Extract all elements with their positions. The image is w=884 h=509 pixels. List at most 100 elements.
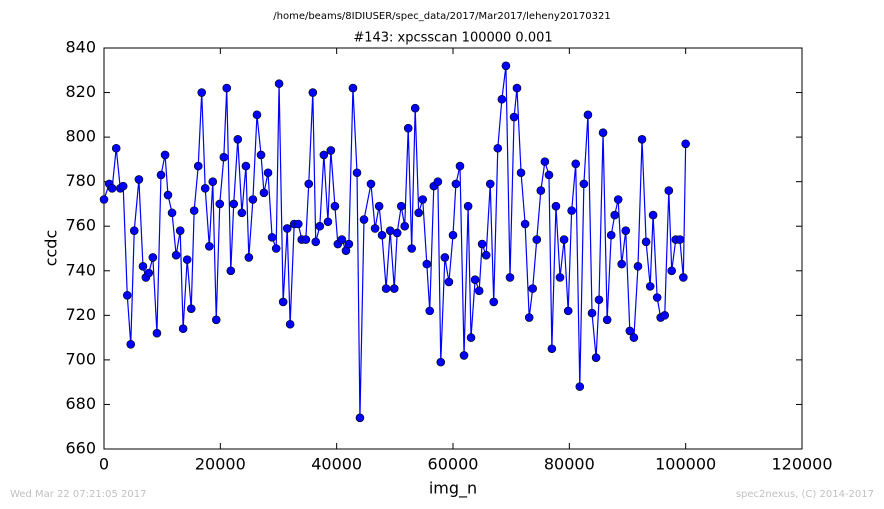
data-point — [271, 244, 281, 253]
data-point — [625, 326, 635, 336]
data-point — [178, 324, 188, 334]
data-point — [344, 239, 354, 249]
data-point — [359, 215, 369, 224]
data-point — [459, 351, 469, 360]
data-point — [304, 179, 314, 189]
data-point — [274, 79, 284, 88]
data-point — [681, 139, 690, 149]
y-tick-label: 800 — [65, 127, 96, 146]
data-point — [606, 230, 616, 240]
data-point — [208, 177, 218, 186]
data-point — [129, 226, 139, 235]
data-point — [567, 206, 576, 215]
data-point — [481, 250, 491, 260]
data-point — [392, 228, 402, 238]
data-point — [637, 135, 647, 144]
data-point — [555, 273, 565, 282]
data-point — [617, 259, 626, 269]
data-point — [516, 168, 526, 178]
data-point — [175, 226, 185, 235]
data-point — [259, 188, 269, 198]
data-point — [598, 128, 608, 137]
data-point — [633, 262, 643, 271]
data-point — [148, 253, 158, 262]
data-point — [374, 201, 384, 211]
data-point — [660, 311, 670, 320]
data-point — [211, 315, 221, 325]
data-point — [520, 219, 530, 229]
x-tick-label: 20000 — [195, 455, 246, 474]
data-point — [493, 143, 503, 153]
data-point — [200, 184, 210, 193]
data-point — [466, 333, 476, 342]
data-point — [118, 181, 128, 191]
data-point — [414, 208, 423, 218]
data-point — [451, 179, 461, 189]
data-point — [352, 168, 362, 178]
data-point — [370, 224, 380, 233]
data-point — [278, 297, 288, 307]
data-point — [215, 199, 225, 209]
x-tick-label: 120000 — [771, 455, 832, 474]
data-point — [285, 319, 295, 329]
data-point — [134, 175, 144, 184]
data-point — [237, 208, 247, 218]
data-point — [186, 304, 196, 313]
data-point — [524, 313, 534, 322]
data-point — [540, 157, 550, 166]
data-point — [396, 201, 406, 211]
data-point — [512, 83, 522, 93]
data-point — [256, 150, 266, 160]
footer-right: spec2nexus, (C) 2014-2017 — [736, 489, 874, 500]
y-axis-label: ccdc — [42, 230, 61, 267]
data-point — [241, 161, 251, 171]
data-point — [219, 152, 229, 162]
data-point — [403, 123, 413, 133]
data-point — [126, 339, 136, 349]
data-point — [547, 344, 557, 354]
data-point — [171, 250, 181, 260]
y-tick-label: 700 — [65, 349, 96, 368]
data-point — [477, 239, 487, 249]
data-point — [319, 150, 329, 160]
data-point — [226, 266, 236, 276]
data-point — [282, 224, 292, 233]
data-point — [156, 170, 166, 180]
x-tick-label: 0 — [99, 455, 109, 474]
data-point — [263, 168, 273, 178]
data-point — [407, 244, 417, 253]
data-point — [248, 195, 258, 204]
data-point — [381, 284, 391, 293]
data-point — [444, 277, 454, 287]
footer-left: Wed Mar 22 07:21:05 2017 — [10, 489, 146, 500]
data-point — [233, 135, 243, 144]
data-point — [583, 110, 593, 120]
y-tick-label: 740 — [65, 260, 96, 279]
data-point — [551, 201, 561, 211]
data-point — [244, 253, 254, 262]
data-point — [679, 273, 688, 282]
data-point — [675, 235, 685, 244]
data-point — [648, 210, 658, 220]
data-point — [664, 186, 674, 195]
data-point — [448, 230, 458, 240]
x-axis-label: img_n — [429, 479, 477, 499]
data-point — [602, 315, 612, 325]
data-point — [436, 357, 446, 367]
data-point — [645, 282, 655, 291]
data-point — [377, 230, 387, 240]
data-point — [433, 177, 443, 186]
data-point — [122, 290, 132, 300]
data-point — [293, 219, 303, 229]
data-point — [509, 112, 519, 122]
y-tick-label: 680 — [65, 394, 96, 413]
data-point — [425, 306, 435, 316]
data-point — [422, 259, 432, 269]
data-point — [308, 88, 318, 97]
y-tick-label: 660 — [65, 439, 96, 458]
data-point — [167, 208, 177, 218]
data-point — [652, 293, 662, 302]
data-point — [197, 88, 207, 97]
data-point — [222, 83, 232, 93]
